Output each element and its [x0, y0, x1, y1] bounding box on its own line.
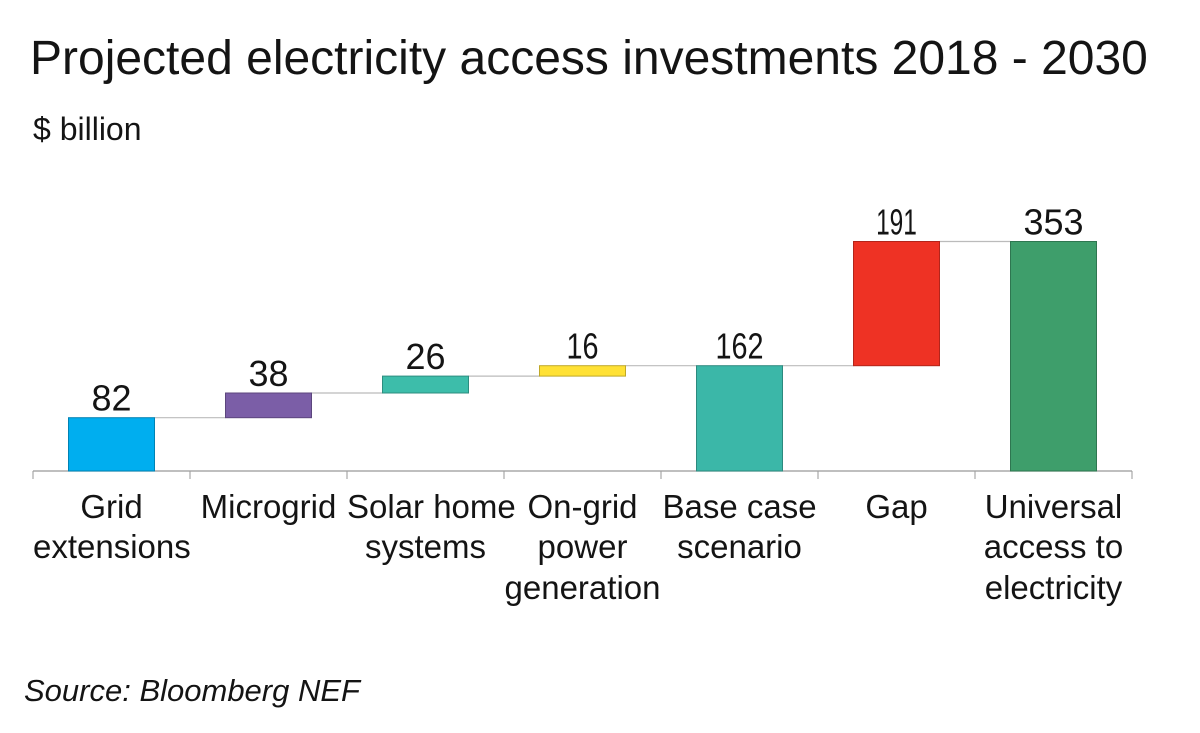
svg-text:26: 26: [405, 336, 445, 377]
svg-text:38: 38: [248, 353, 288, 394]
svg-text:191: 191: [876, 202, 917, 243]
svg-text:16: 16: [566, 326, 598, 367]
svg-text:162: 162: [715, 326, 763, 367]
svg-text:82: 82: [91, 378, 131, 419]
svg-text:353: 353: [1023, 202, 1083, 243]
